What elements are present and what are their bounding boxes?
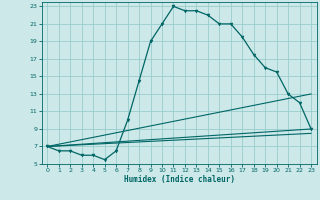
X-axis label: Humidex (Indice chaleur): Humidex (Indice chaleur) [124, 175, 235, 184]
